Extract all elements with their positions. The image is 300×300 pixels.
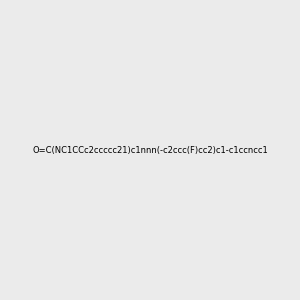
Text: O=C(NC1CCc2ccccc21)c1nnn(-c2ccc(F)cc2)c1-c1ccncc1: O=C(NC1CCc2ccccc21)c1nnn(-c2ccc(F)cc2)c1… [32,146,268,154]
